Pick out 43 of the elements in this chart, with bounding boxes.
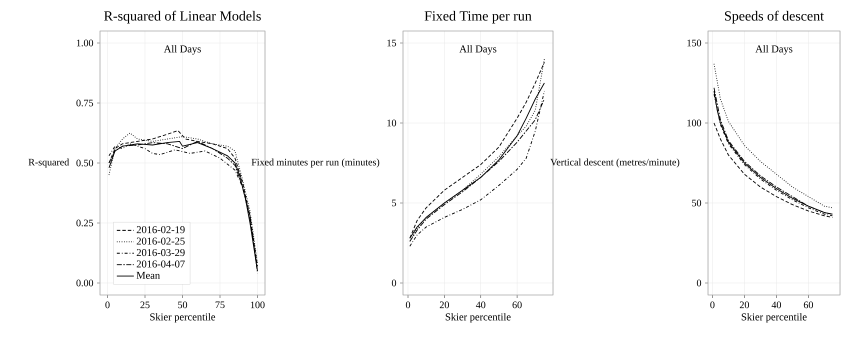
x-tick-label: 60 xyxy=(512,302,522,308)
legend-label: 2016-03-29 xyxy=(136,249,185,256)
y-tick-label: 0.50 xyxy=(76,160,94,166)
x-tick-label: 20 xyxy=(740,302,750,308)
y-axis-title: R-squared xyxy=(28,158,70,168)
y-tick-label: 0 xyxy=(696,280,702,286)
x-tick-label: 60 xyxy=(804,302,814,308)
legend-label: 2016-02-19 xyxy=(136,226,185,234)
y-tick-label: 10 xyxy=(387,120,396,126)
y-tick-label: 0.25 xyxy=(76,220,94,226)
x-tick-label: 40 xyxy=(772,302,782,308)
x-tick-label: 0 xyxy=(406,302,410,308)
x-tick-label: 100 xyxy=(250,302,265,308)
x-tick-label: 40 xyxy=(476,302,486,308)
y-tick-label: 1.00 xyxy=(76,40,94,46)
legend-label: 2016-04-07 xyxy=(136,260,185,268)
y-tick-label: 0.00 xyxy=(76,280,94,286)
x-tick-label: 75 xyxy=(216,302,225,308)
x-tick-label: 0 xyxy=(710,302,715,308)
annotation: All Days xyxy=(459,45,496,55)
x-tick-label: 25 xyxy=(140,302,150,308)
chart-title: Speeds of descent xyxy=(724,10,824,24)
y-tick-label: 5 xyxy=(392,200,396,206)
x-axis-title: Skier percentile xyxy=(742,313,807,323)
legend-label: Mean xyxy=(136,272,160,279)
legend-label: 2016-02-25 xyxy=(136,238,185,245)
x-tick-label: 0 xyxy=(105,302,110,308)
x-tick-label: 50 xyxy=(178,302,188,308)
x-tick-label: 20 xyxy=(440,302,449,308)
y-tick-label: 15 xyxy=(387,40,396,46)
x-axis-title: Skier percentile xyxy=(150,313,216,323)
chart-title: R-squared of Linear Models xyxy=(104,10,261,24)
y-tick-label: 0.75 xyxy=(76,100,94,106)
y-tick-label: 100 xyxy=(687,120,702,126)
y-axis-title: Fixed minutes per run (minutes) xyxy=(252,158,380,168)
y-axis-title: Vertical descent (metres/minute) xyxy=(550,158,680,168)
x-axis-title: Skier percentile xyxy=(446,313,511,323)
y-tick-label: 50 xyxy=(692,200,702,206)
y-tick-label: 150 xyxy=(687,40,702,46)
annotation: All Days xyxy=(755,45,792,55)
annotation: All Days xyxy=(164,45,201,55)
chart-title: Fixed Time per run xyxy=(424,10,532,24)
y-tick-label: 0 xyxy=(392,280,396,286)
